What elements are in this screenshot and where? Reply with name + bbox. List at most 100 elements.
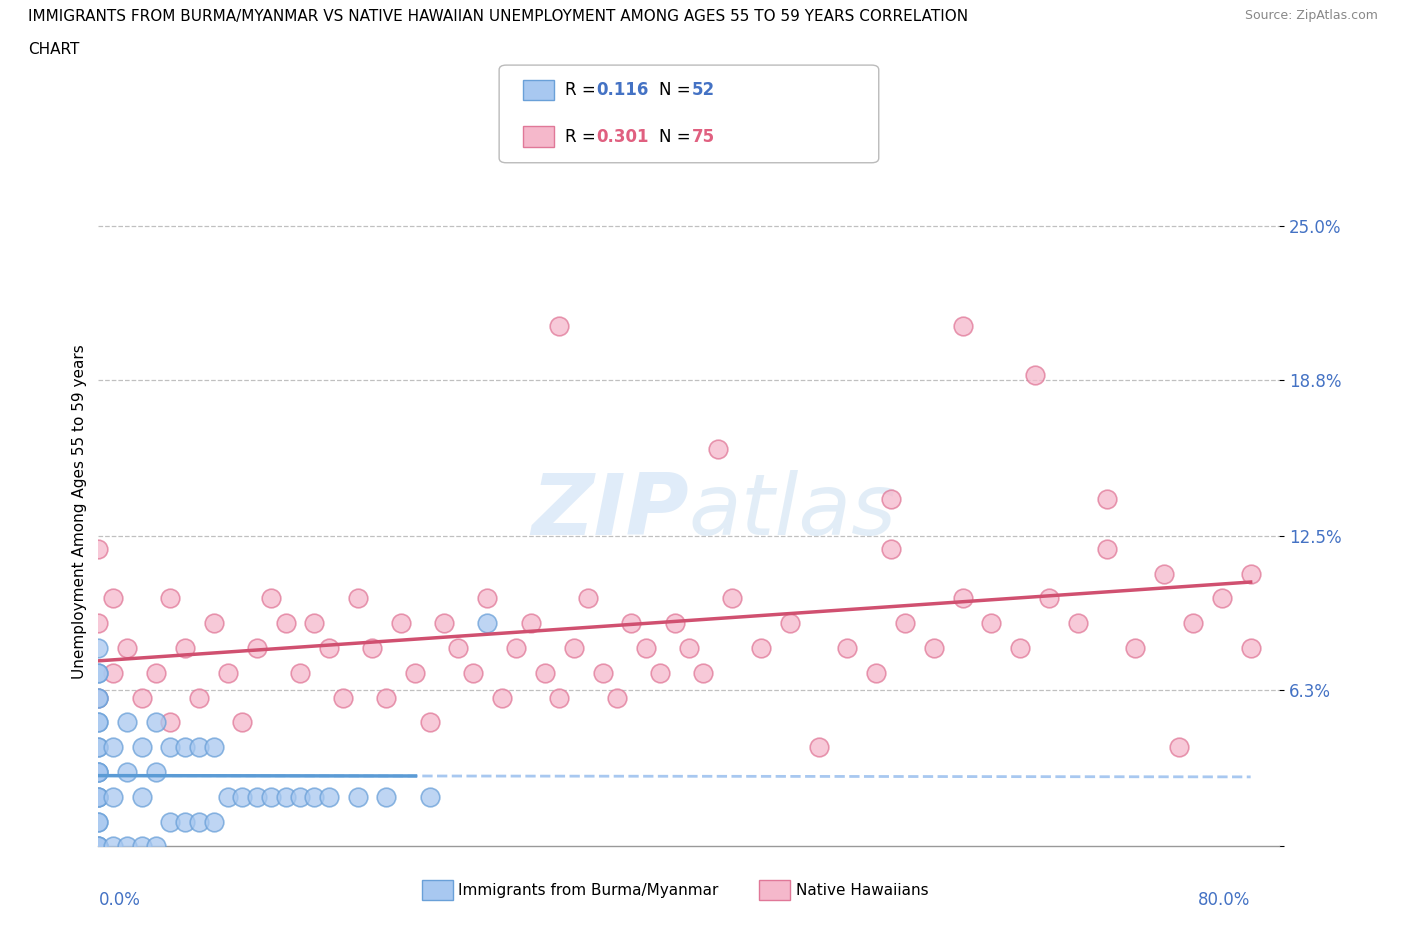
Point: [1095, 492, 1118, 507]
Point: [260, 591, 283, 605]
Point: [1024, 367, 1046, 382]
Text: 52: 52: [692, 81, 714, 100]
Point: [288, 665, 311, 680]
Point: [87, 665, 110, 680]
Point: [231, 715, 253, 730]
Point: [87, 715, 110, 730]
Point: [634, 641, 657, 656]
Text: 80.0%: 80.0%: [1198, 891, 1251, 909]
Point: [1010, 641, 1032, 656]
Point: [922, 641, 945, 656]
Point: [505, 641, 527, 656]
Point: [477, 616, 499, 631]
Point: [1067, 616, 1090, 631]
Point: [375, 690, 398, 705]
Point: [101, 739, 124, 754]
Point: [145, 839, 167, 854]
Point: [447, 641, 470, 656]
Point: [706, 442, 728, 457]
Point: [173, 739, 195, 754]
Point: [87, 739, 110, 754]
Point: [131, 739, 153, 754]
Point: [217, 665, 239, 680]
Point: [87, 764, 110, 779]
Point: [894, 616, 917, 631]
Point: [346, 790, 368, 804]
Point: [749, 641, 772, 656]
Point: [650, 665, 672, 680]
Point: [461, 665, 484, 680]
Point: [173, 641, 195, 656]
Point: [115, 715, 138, 730]
Point: [188, 690, 211, 705]
Point: [87, 790, 110, 804]
Text: ZIP: ZIP: [531, 470, 689, 553]
Point: [87, 690, 110, 705]
Point: [115, 641, 138, 656]
Point: [202, 739, 225, 754]
Point: [433, 616, 456, 631]
Point: [87, 839, 110, 854]
Point: [721, 591, 744, 605]
Point: [375, 790, 398, 804]
Point: [87, 764, 110, 779]
Text: 0.0%: 0.0%: [98, 891, 141, 909]
Point: [952, 318, 974, 333]
Point: [318, 641, 340, 656]
Point: [101, 839, 124, 854]
Point: [260, 790, 283, 804]
Point: [87, 641, 110, 656]
Point: [491, 690, 513, 705]
Point: [173, 814, 195, 829]
Point: [664, 616, 686, 631]
Point: [980, 616, 1002, 631]
Point: [304, 790, 326, 804]
Point: [606, 690, 628, 705]
Point: [202, 814, 225, 829]
Point: [1038, 591, 1060, 605]
Point: [159, 591, 181, 605]
Text: IMMIGRANTS FROM BURMA/MYANMAR VS NATIVE HAWAIIAN UNEMPLOYMENT AMONG AGES 55 TO 5: IMMIGRANTS FROM BURMA/MYANMAR VS NATIVE …: [28, 9, 969, 24]
Point: [419, 715, 441, 730]
Point: [477, 591, 499, 605]
Point: [332, 690, 354, 705]
Point: [87, 690, 110, 705]
Text: 0.301: 0.301: [596, 127, 648, 146]
Point: [87, 715, 110, 730]
Point: [318, 790, 340, 804]
Point: [1167, 739, 1189, 754]
Point: [101, 591, 124, 605]
Point: [865, 665, 887, 680]
Point: [678, 641, 700, 656]
Point: [217, 790, 239, 804]
Point: [1125, 641, 1147, 656]
Point: [231, 790, 253, 804]
Point: [87, 814, 110, 829]
Point: [404, 665, 426, 680]
Point: [1182, 616, 1205, 631]
Point: [87, 690, 110, 705]
Point: [115, 764, 138, 779]
Text: R =: R =: [565, 81, 602, 100]
Point: [145, 764, 167, 779]
Point: [346, 591, 368, 605]
Point: [1153, 566, 1175, 581]
Point: [620, 616, 643, 631]
Text: Immigrants from Burma/Myanmar: Immigrants from Burma/Myanmar: [458, 883, 718, 897]
Text: atlas: atlas: [689, 470, 897, 553]
Point: [131, 690, 153, 705]
Point: [779, 616, 801, 631]
Point: [159, 814, 181, 829]
Text: N =: N =: [659, 127, 696, 146]
Text: 0.116: 0.116: [596, 81, 648, 100]
Point: [274, 616, 297, 631]
Point: [87, 764, 110, 779]
Point: [246, 641, 269, 656]
Text: 75: 75: [692, 127, 714, 146]
Point: [87, 790, 110, 804]
Point: [1211, 591, 1233, 605]
Point: [807, 739, 830, 754]
Point: [548, 690, 571, 705]
Point: [115, 839, 138, 854]
Point: [87, 739, 110, 754]
